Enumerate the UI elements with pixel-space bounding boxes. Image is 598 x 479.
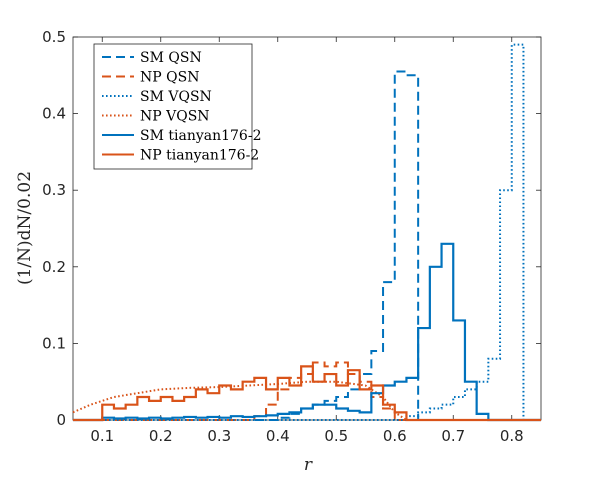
y-tick-label: 0.4 xyxy=(42,105,66,123)
legend-entry-np-qsn: NP QSN xyxy=(140,70,199,86)
legend-entry-np-tianyan176-2: NP tianyan176-2 xyxy=(140,148,259,164)
x-tick-label: 0.3 xyxy=(207,427,231,445)
legend-entry-sm-vqsn: SM VQSN xyxy=(140,89,212,105)
y-tick-label: 0.1 xyxy=(42,334,66,352)
x-tick-label: 0.1 xyxy=(90,427,114,445)
x-tick-label: 0.7 xyxy=(441,427,465,445)
legend-box xyxy=(93,43,253,170)
legend: SM QSN NP QSN SM VQSN NP VQSN SM tianyan176-… xyxy=(93,43,261,170)
y-tick-label: 0.2 xyxy=(42,258,66,276)
series-line-sm-qsn xyxy=(73,70,541,421)
legend-entry-np-vqsn: NP VQSN xyxy=(140,109,210,125)
y-tick-label: 0 xyxy=(56,411,66,429)
x-tick-label: 0.2 xyxy=(149,427,173,445)
x-tick-label: 0.4 xyxy=(266,427,290,445)
x-tick-label: 0.5 xyxy=(324,427,348,445)
x-axis-label: r xyxy=(304,455,313,475)
x-tick-label: 0.8 xyxy=(500,427,524,445)
y-tick-label: 0.3 xyxy=(42,181,66,199)
y-axis-label: (1/N)dN/0.02 xyxy=(15,171,35,285)
x-tick-label: 0.6 xyxy=(383,427,407,445)
series-line-np-tianyan176-2 xyxy=(73,365,541,422)
series-line-np-qsn xyxy=(73,361,541,421)
series-line-sm-vqsn xyxy=(73,43,541,421)
series-line-sm-tianyan176-2 xyxy=(73,242,541,422)
y-tick-label: 0.5 xyxy=(42,28,66,46)
legend-entry-sm-tianyan176-2: SM tianyan176-2 xyxy=(140,128,261,144)
legend-entry-sm-qsn: SM QSN xyxy=(140,50,202,66)
series-layer xyxy=(72,43,541,422)
